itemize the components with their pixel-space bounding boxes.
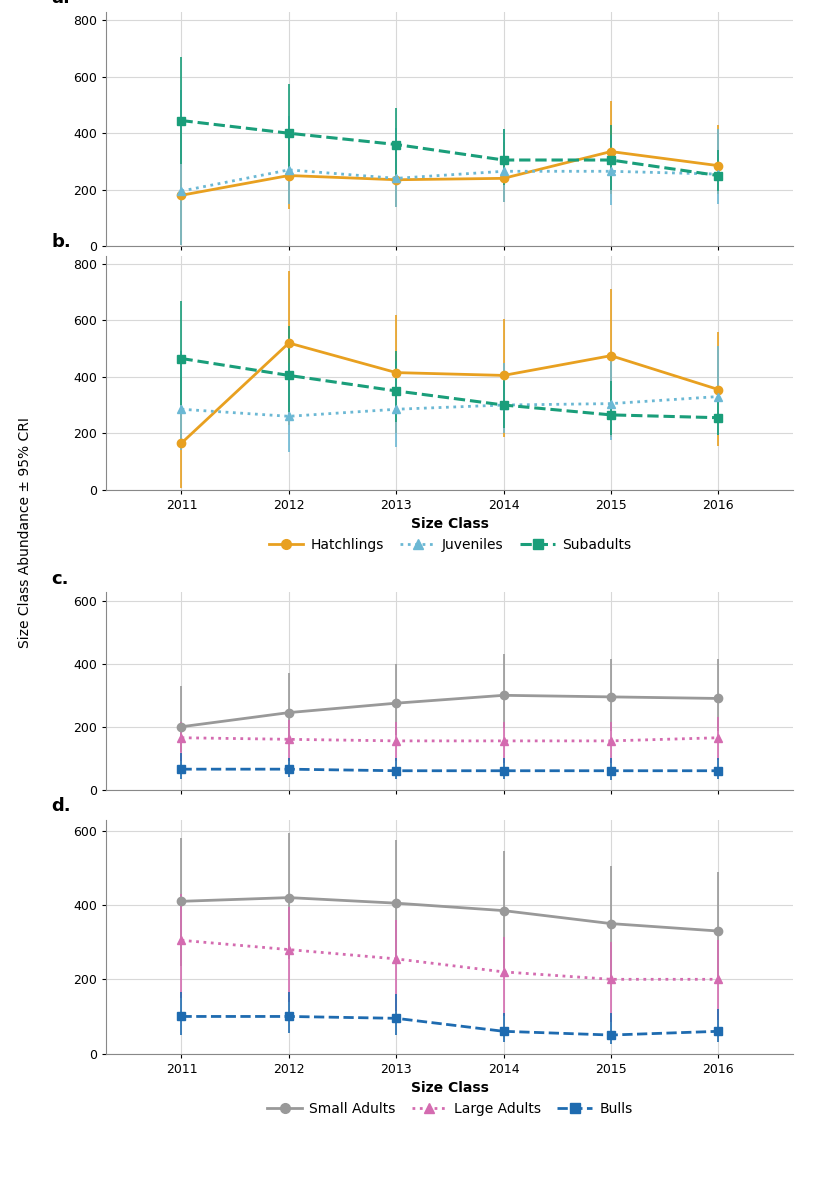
Text: b.: b. (52, 233, 71, 251)
Legend: Hatchlings, Juveniles, Subadults: Hatchlings, Juveniles, Subadults (263, 511, 636, 558)
Text: c.: c. (52, 570, 69, 588)
Legend: Small Adults, Large Adults, Bulls: Small Adults, Large Adults, Bulls (262, 1075, 638, 1122)
Text: d.: d. (52, 797, 71, 815)
Text: a.: a. (52, 0, 70, 7)
Text: Size Class Abundance ± 95% CRI: Size Class Abundance ± 95% CRI (17, 418, 32, 648)
